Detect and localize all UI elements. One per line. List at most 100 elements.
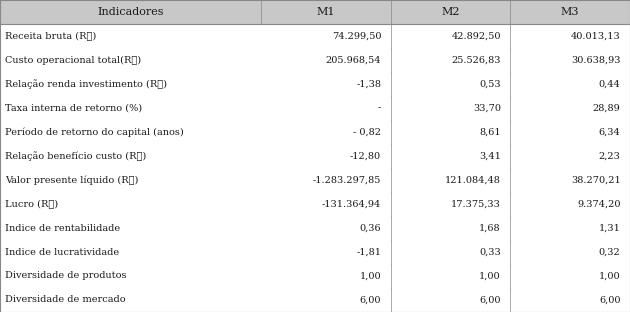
Text: 1,68: 1,68 [479,223,501,232]
Text: -12,80: -12,80 [350,152,381,160]
Text: 30.638,93: 30.638,93 [571,56,621,65]
Text: -1,81: -1,81 [356,247,381,256]
Text: Indice de rentabilidade: Indice de rentabilidade [5,223,120,232]
Text: 42.892,50: 42.892,50 [451,32,501,41]
Text: Lucro (RⓈ): Lucro (RⓈ) [5,199,58,208]
Bar [0,144,261,168]
Text: 1,00: 1,00 [360,271,381,280]
Text: -131.364,94: -131.364,94 [322,199,381,208]
Text: 9.374,20: 9.374,20 [577,199,621,208]
Text: M2: M2 [441,7,460,17]
Text: 121.084,48: 121.084,48 [445,176,501,184]
Text: 8,61: 8,61 [479,128,501,137]
Text: Período de retorno do capital (anos): Período de retorno do capital (anos) [5,127,184,137]
Text: M1: M1 [317,7,335,17]
Bar [261,72,391,96]
Text: 6,34: 6,34 [598,128,621,137]
Text: Taxa interna de retorno (%): Taxa interna de retorno (%) [5,104,142,113]
Bar [0,96,261,120]
Bar [510,72,630,96]
Text: 0,32: 0,32 [598,247,621,256]
Bar [391,0,510,24]
Text: 1,00: 1,00 [479,271,501,280]
Text: - 0,82: - 0,82 [353,128,381,137]
Text: Indice de lucratividade: Indice de lucratividade [5,247,119,256]
Bar [510,24,630,48]
Text: 6,00: 6,00 [599,295,621,305]
Bar [261,120,391,144]
Bar [261,240,391,264]
Bar [510,48,630,72]
Bar [0,72,261,96]
Text: Indicadores: Indicadores [98,7,164,17]
Text: 205.968,54: 205.968,54 [326,56,381,65]
Text: Custo operacional total(RⓈ): Custo operacional total(RⓈ) [5,56,141,65]
Bar [261,144,391,168]
Bar [0,192,261,216]
Bar [261,96,391,120]
Text: 1,00: 1,00 [599,271,621,280]
Bar [0,0,261,24]
Text: Diversidade de produtos: Diversidade de produtos [5,271,127,280]
Text: 40.013,13: 40.013,13 [571,32,621,41]
Bar [261,216,391,240]
Text: Receita bruta (RⓈ): Receita bruta (RⓈ) [5,32,96,41]
Text: 17.375,33: 17.375,33 [451,199,501,208]
Text: Relação benefício custo (RⓈ): Relação benefício custo (RⓈ) [5,151,146,161]
Bar [510,216,630,240]
Text: 25.526,83: 25.526,83 [451,56,501,65]
Bar [391,144,510,168]
Bar [510,168,630,192]
Bar [391,288,510,312]
Bar [261,192,391,216]
Bar [0,24,261,48]
Bar [261,168,391,192]
Text: Diversidade de mercado: Diversidade de mercado [5,295,125,305]
Bar [261,24,391,48]
Bar [510,192,630,216]
Bar [391,24,510,48]
Text: 6,00: 6,00 [360,295,381,305]
Bar [510,120,630,144]
Text: M3: M3 [561,7,580,17]
Text: 2,23: 2,23 [598,152,621,160]
Bar [261,48,391,72]
Bar [0,240,261,264]
Bar [391,216,510,240]
Text: 0,44: 0,44 [598,80,621,89]
Bar [0,0,630,24]
Bar [391,120,510,144]
Bar [0,288,261,312]
Bar [391,48,510,72]
Bar [391,240,510,264]
Text: 28,89: 28,89 [593,104,621,113]
Text: 38.270,21: 38.270,21 [571,176,621,184]
Bar [0,48,261,72]
Bar [510,288,630,312]
Bar [261,264,391,288]
Text: -1.283.297,85: -1.283.297,85 [312,176,381,184]
Bar [510,264,630,288]
Text: -1,38: -1,38 [356,80,381,89]
Bar [510,0,630,24]
Text: 0,33: 0,33 [479,247,501,256]
Bar [510,144,630,168]
Text: 6,00: 6,00 [479,295,501,305]
Text: Valor presente líquido (RⓈ): Valor presente líquido (RⓈ) [5,175,139,185]
Text: 1,31: 1,31 [598,223,621,232]
Text: 33,70: 33,70 [473,104,501,113]
Text: 0,53: 0,53 [479,80,501,89]
Bar [0,216,261,240]
Bar [391,168,510,192]
Bar [510,96,630,120]
Text: Relação renda investimento (RⓈ): Relação renda investimento (RⓈ) [5,79,167,89]
Text: 3,41: 3,41 [479,152,501,160]
Bar [261,0,391,24]
Bar [0,120,261,144]
Text: 74.299,50: 74.299,50 [331,32,381,41]
Bar [0,168,261,192]
Text: -: - [378,104,381,113]
Bar [391,192,510,216]
Bar [261,288,391,312]
Bar [391,72,510,96]
